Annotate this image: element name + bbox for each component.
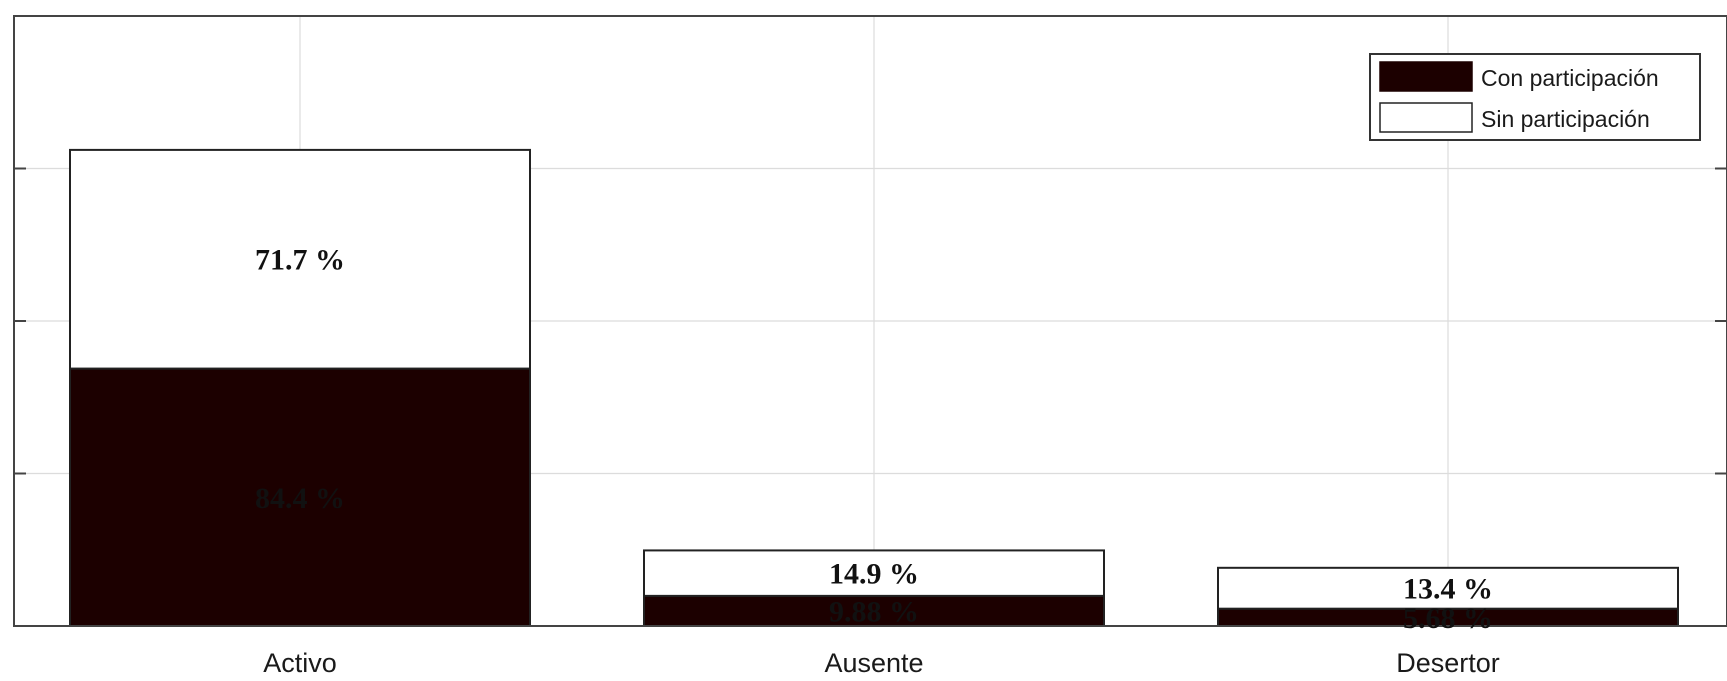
- y-ticks: [14, 167, 1727, 475]
- legend-label-con-participacion: Con participación: [1481, 65, 1659, 91]
- legend-label-sin-participacion: Sin participación: [1481, 106, 1650, 132]
- x-tick-label-desertor: Desertor: [1396, 648, 1500, 678]
- legend-swatch-con-participacion: [1379, 61, 1473, 92]
- data-label-con-participacion-desertor: 5.68 %: [1403, 602, 1493, 635]
- data-label-con-participacion-activo: 84.4 %: [255, 482, 345, 515]
- data-label-sin-participacion-activo: 71.7 %: [255, 244, 345, 277]
- data-label-sin-participacion-ausente: 14.9 %: [829, 558, 919, 591]
- data-labels: 84.4 % 71.7 % 9.88 % 14.9 % 5.68 %13.4 %: [255, 244, 1493, 635]
- x-tick-label-ausente: Ausente: [824, 648, 923, 678]
- legend-swatch-sin-participacion: [1379, 102, 1473, 133]
- bar-con-participacion-ausente: [643, 594, 1105, 628]
- bars: [69, 148, 1679, 628]
- legend: Con participación Sin participación: [1369, 53, 1701, 141]
- x-tick-label-activo: Activo: [263, 648, 337, 678]
- bar-sin-participacion-ausente: [643, 549, 1105, 597]
- data-label-sin-participacion-desertor: 13.4 %: [1403, 573, 1493, 606]
- x-tick-labels: Activo Ausente Desertor: [263, 648, 1500, 678]
- data-label-con-participacion-ausente: 9.88 %: [829, 595, 919, 628]
- bar-sin-participacion-desertor: [1217, 566, 1679, 610]
- bar-sin-participacion-activo: [69, 148, 531, 370]
